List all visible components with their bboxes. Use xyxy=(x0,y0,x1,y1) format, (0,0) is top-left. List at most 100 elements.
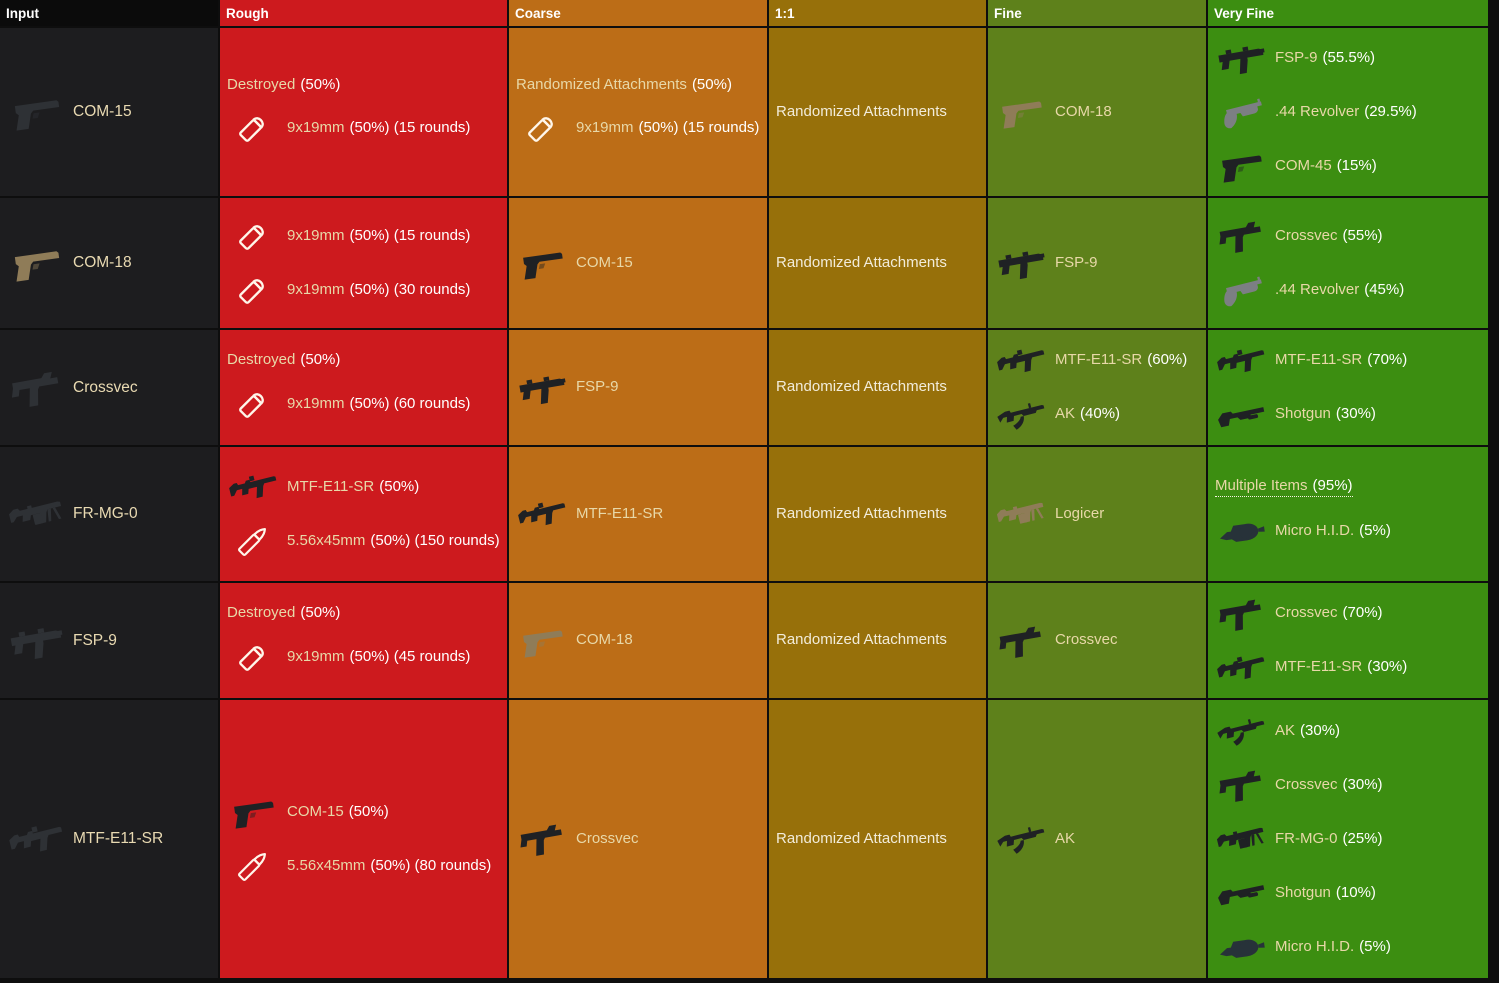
item-name: FSP-9 xyxy=(576,378,619,396)
result-item-label: MTF-E11-SR xyxy=(576,505,663,524)
result-item-entry: Randomized Attachments xyxy=(773,505,947,524)
multiple-items-link[interactable]: Multiple Items (95%) xyxy=(1215,477,1353,498)
revolver-icon xyxy=(1216,270,1266,310)
item-name: 9x19mm xyxy=(287,119,345,136)
item-name: 9x19mm xyxy=(287,647,345,665)
result-item-label: FSP-9 xyxy=(1055,254,1098,273)
bullet-pistol-icon xyxy=(228,384,278,424)
cell-fine-row2: FSP-9 xyxy=(988,198,1206,328)
result-item-label: Shotgun (10%) xyxy=(1275,884,1376,903)
cell-input-row3: Crossvec xyxy=(0,330,218,445)
header-input: Input xyxy=(0,0,218,26)
result-item-entry: Randomized Attachments xyxy=(773,103,947,122)
lmg-dark-icon xyxy=(8,492,64,536)
item-name: Randomized Attachments xyxy=(776,253,947,271)
item-name: Shotgun xyxy=(1275,405,1331,423)
input-item-name: MTF-E11-SR xyxy=(73,829,163,849)
result-item-entry: Micro H.I.D. (5%) xyxy=(1212,511,1391,551)
item-name: AK xyxy=(1055,405,1076,423)
cell-coarse-row5: COM-18 xyxy=(509,583,767,698)
result-item-entry: COM-18 xyxy=(513,621,633,661)
result-item-label: Destroyed (50%) xyxy=(227,76,340,95)
item-name: COM-15 xyxy=(576,253,633,271)
rifle-ak-icon xyxy=(996,395,1046,435)
cell-one-row2: Randomized Attachments xyxy=(769,198,986,328)
result-item-entry: Logicer xyxy=(992,494,1104,534)
cell-rough-row4: MTF-E11-SR (50%) 5.56x45mm (50%) (150 round… xyxy=(220,447,507,581)
pistol-tan-icon xyxy=(517,621,567,661)
result-item-label: Crossvec xyxy=(576,830,639,849)
result-item-entry: 9x19mm (50%) (15 rounds) xyxy=(224,216,470,256)
result-item-label: MTF-E11-SR (50%) xyxy=(287,478,419,497)
item-name: COM-45 xyxy=(1275,156,1332,174)
item-chance: (50%) (80 rounds) xyxy=(370,856,492,874)
result-item-label: Randomized Attachments (50%) xyxy=(516,76,732,95)
result-item-label: COM-18 xyxy=(576,631,633,650)
result-item-label: AK (40%) xyxy=(1055,405,1120,424)
item-name: MTF-E11-SR xyxy=(1275,351,1363,369)
result-item-entry: MTF-E11-SR (30%) xyxy=(1212,648,1407,688)
header-coarse: Coarse xyxy=(509,0,767,26)
item-chance: (50%) (150 rounds) xyxy=(370,531,500,549)
item-name: AK xyxy=(1055,829,1076,847)
item-chance: (50%) (45 rounds) xyxy=(349,647,471,665)
result-item-label: Destroyed (50%) xyxy=(227,351,340,370)
item-name: Crossvec xyxy=(576,829,639,847)
bullet-rifle-icon xyxy=(228,846,278,886)
hid-icon xyxy=(1216,927,1266,967)
result-item-entry: 5.56x45mm (50%) (150 rounds) xyxy=(224,521,500,561)
result-item-entry: Randomized Attachments (50%) xyxy=(513,76,732,95)
bullet-pistol-icon xyxy=(517,108,567,148)
item-chance: (40%) xyxy=(1080,405,1121,423)
item-name: Logicer xyxy=(1055,504,1105,522)
revolver-icon xyxy=(1216,92,1266,132)
item-name: Randomized Attachments xyxy=(776,631,947,649)
multiple-items-entry: Multiple Items (95%) xyxy=(1212,477,1353,498)
result-item-entry: FR-MG-0 (25%) xyxy=(1212,819,1383,859)
result-item-label: COM-18 xyxy=(1055,103,1112,122)
cell-one-row4: Randomized Attachments xyxy=(769,447,986,581)
result-item-label: Crossvec (70%) xyxy=(1275,604,1383,623)
result-item-entry: Randomized Attachments xyxy=(773,631,947,650)
rifle-e11-icon xyxy=(1216,648,1266,688)
result-item-label: Logicer xyxy=(1055,505,1104,524)
cell-one-row1: Randomized Attachments xyxy=(769,28,986,196)
result-item-entry: FSP-9 (55.5%) xyxy=(1212,38,1375,78)
rifle-e11-icon xyxy=(228,467,278,507)
header-fine: Fine xyxy=(988,0,1206,26)
result-item-label: Destroyed (50%) xyxy=(227,604,340,623)
item-name: Shotgun xyxy=(1275,883,1331,901)
item-name: Crossvec xyxy=(1275,775,1338,793)
result-item-label: Randomized Attachments xyxy=(776,103,947,122)
rifle-e11-icon xyxy=(1216,341,1266,381)
item-chance: (30%) xyxy=(1342,775,1383,793)
item-name: Randomized Attachments xyxy=(776,102,947,120)
result-item-label: COM-15 (50%) xyxy=(287,803,389,822)
lmg-dark-icon xyxy=(1216,819,1266,859)
item-name: 9x19mm xyxy=(287,394,345,412)
input-item-entry: MTF-E11-SR xyxy=(4,817,163,861)
item-name: MTF-E11-SR xyxy=(576,504,664,522)
pistol-dark-icon xyxy=(228,792,278,832)
smg-fsp9-icon xyxy=(8,619,64,663)
cell-fine-row5: Crossvec xyxy=(988,583,1206,698)
item-name: Micro H.I.D. xyxy=(1275,937,1355,955)
item-name: Crossvec xyxy=(73,378,138,396)
result-item-label: COM-45 (15%) xyxy=(1275,157,1377,176)
cell-fine-row6: AK xyxy=(988,700,1206,978)
result-item-label: Crossvec (30%) xyxy=(1275,776,1383,795)
header-very-fine: Very Fine xyxy=(1208,0,1488,26)
item-name: COM-18 xyxy=(1055,102,1112,120)
pistol-dark-icon xyxy=(517,243,567,283)
result-item-label: Crossvec (55%) xyxy=(1275,227,1383,246)
input-item-name: COM-15 xyxy=(73,102,132,122)
item-name: Randomized Attachments xyxy=(776,378,947,396)
rifle-e11-icon xyxy=(8,817,64,861)
cell-rough-row1: Destroyed (50%) 9x19mm (50%) (15 rounds) xyxy=(220,28,507,196)
result-item-label: FR-MG-0 (25%) xyxy=(1275,830,1383,849)
input-item-name: FSP-9 xyxy=(73,631,117,651)
result-item-label: AK (30%) xyxy=(1275,722,1340,741)
smg-fsp9-icon xyxy=(1216,38,1266,78)
item-name: 9x19mm xyxy=(287,226,345,244)
result-item-entry: Shotgun (10%) xyxy=(1212,873,1376,913)
